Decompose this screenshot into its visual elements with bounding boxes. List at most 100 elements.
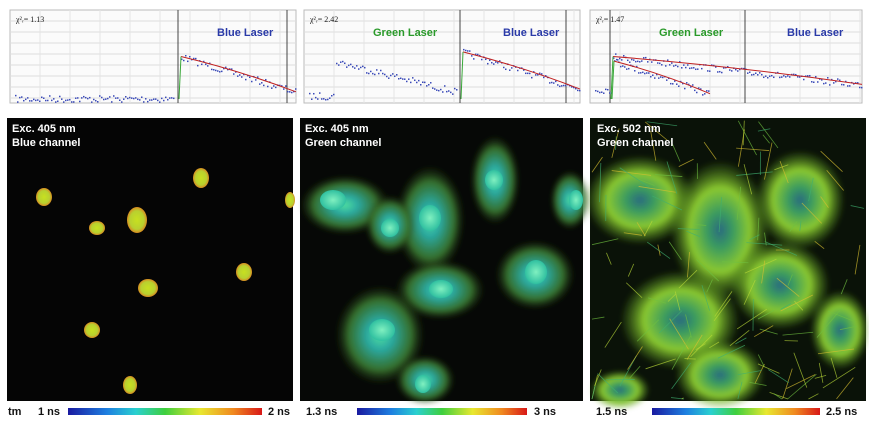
- decay-dot: [197, 65, 199, 67]
- decay-dot: [356, 65, 358, 67]
- decay-dot: [635, 61, 637, 63]
- decay-dot: [823, 83, 825, 85]
- decay-dot: [648, 72, 650, 74]
- scale-min: 1 ns: [38, 406, 60, 418]
- decay-dot: [265, 79, 267, 81]
- decay-dot: [660, 76, 662, 78]
- decay-dot: [693, 67, 695, 69]
- decay-dot: [73, 101, 75, 103]
- decay-dot: [267, 86, 269, 88]
- decay-dot: [69, 99, 71, 101]
- decay-dot: [529, 73, 531, 75]
- images: [7, 118, 869, 410]
- decay-dot: [33, 99, 35, 101]
- decay-dot: [249, 77, 251, 79]
- decay-dot: [675, 65, 677, 67]
- decay-dot: [89, 97, 91, 99]
- decay-dot: [131, 97, 133, 99]
- decay-dot: [763, 77, 765, 79]
- decay-dot: [813, 81, 815, 83]
- decay-dot: [767, 77, 769, 79]
- decay-dot: [157, 100, 159, 102]
- decay-dot: [673, 65, 675, 67]
- color-bar: [68, 408, 262, 415]
- decay-dot: [535, 74, 537, 76]
- decay-dot: [565, 85, 567, 87]
- decay-dot: [17, 101, 19, 103]
- decay-dot: [342, 61, 344, 63]
- decay-dot: [687, 64, 689, 66]
- decay-dot: [414, 80, 416, 82]
- decay-dot: [115, 97, 117, 99]
- decay-dot: [207, 65, 209, 67]
- decay-dot: [259, 83, 261, 85]
- decay-dot: [861, 87, 863, 89]
- decay-dot: [127, 98, 129, 100]
- decay-dot: [847, 85, 849, 87]
- decay-dot: [706, 90, 708, 92]
- decay-dot: [803, 79, 805, 81]
- decay-dot: [642, 72, 644, 74]
- decay-dot: [183, 60, 185, 62]
- decay-dot: [37, 99, 39, 101]
- decay-dot: [103, 99, 105, 101]
- decay-dot: [684, 88, 686, 90]
- decay-dot: [563, 85, 565, 87]
- decay-dot: [201, 64, 203, 65]
- decay-dot: [25, 99, 27, 101]
- laser-label: Blue Laser: [503, 27, 560, 39]
- decay-dot: [629, 61, 631, 63]
- decay-dot: [283, 88, 285, 90]
- decay-dot: [31, 100, 33, 102]
- decay-dot: [661, 64, 663, 66]
- decay-dot: [599, 92, 601, 94]
- decay-dot: [709, 70, 711, 72]
- decay-dot: [681, 67, 683, 69]
- decay-dot: [350, 64, 352, 66]
- decay-dot: [241, 76, 243, 78]
- decay-dot: [418, 80, 420, 82]
- decay-dot: [331, 95, 333, 97]
- decay-dot: [83, 96, 85, 98]
- decay-dot: [53, 98, 55, 100]
- decay-dot: [626, 68, 628, 70]
- decay-dot: [485, 59, 487, 61]
- decay-dot: [59, 96, 61, 98]
- decay-dot: [101, 97, 103, 99]
- decay-dot: [151, 99, 153, 101]
- scale-max: 3 ns: [534, 406, 556, 418]
- decay-dot: [658, 77, 660, 79]
- decay-dot: [362, 66, 364, 68]
- decay-dot: [111, 101, 113, 103]
- decay-dot: [841, 84, 843, 86]
- decay-dot: [640, 72, 642, 74]
- decay-dot: [61, 98, 63, 100]
- decay-dot: [769, 75, 771, 77]
- decay-dot: [487, 63, 489, 65]
- decay-dot: [41, 97, 43, 99]
- decay-dot: [481, 59, 483, 61]
- laser-label: Blue Laser: [787, 27, 844, 39]
- decay-dot: [685, 67, 687, 69]
- laser-label: Green Laser: [659, 27, 724, 39]
- decay-dot: [291, 92, 293, 94]
- decay-dot: [398, 78, 400, 80]
- decay-dot: [450, 92, 452, 94]
- decay-dot: [817, 81, 819, 83]
- decay-dot: [119, 100, 121, 102]
- decay-dot: [671, 62, 673, 64]
- decay-dot: [71, 101, 73, 103]
- decay-dot: [549, 82, 551, 84]
- decay-dot: [696, 92, 698, 94]
- decay-dot: [27, 97, 29, 99]
- decay-dot: [557, 84, 559, 86]
- decay-dot: [309, 93, 311, 95]
- decay-dot: [163, 100, 165, 102]
- decay-dot: [605, 89, 607, 91]
- decay-dot: [237, 75, 239, 77]
- decay-dot: [211, 69, 213, 71]
- decay-dot: [432, 87, 434, 89]
- decay-dot: [595, 90, 597, 92]
- decay-dot: [51, 100, 53, 102]
- decay-dot: [551, 82, 553, 84]
